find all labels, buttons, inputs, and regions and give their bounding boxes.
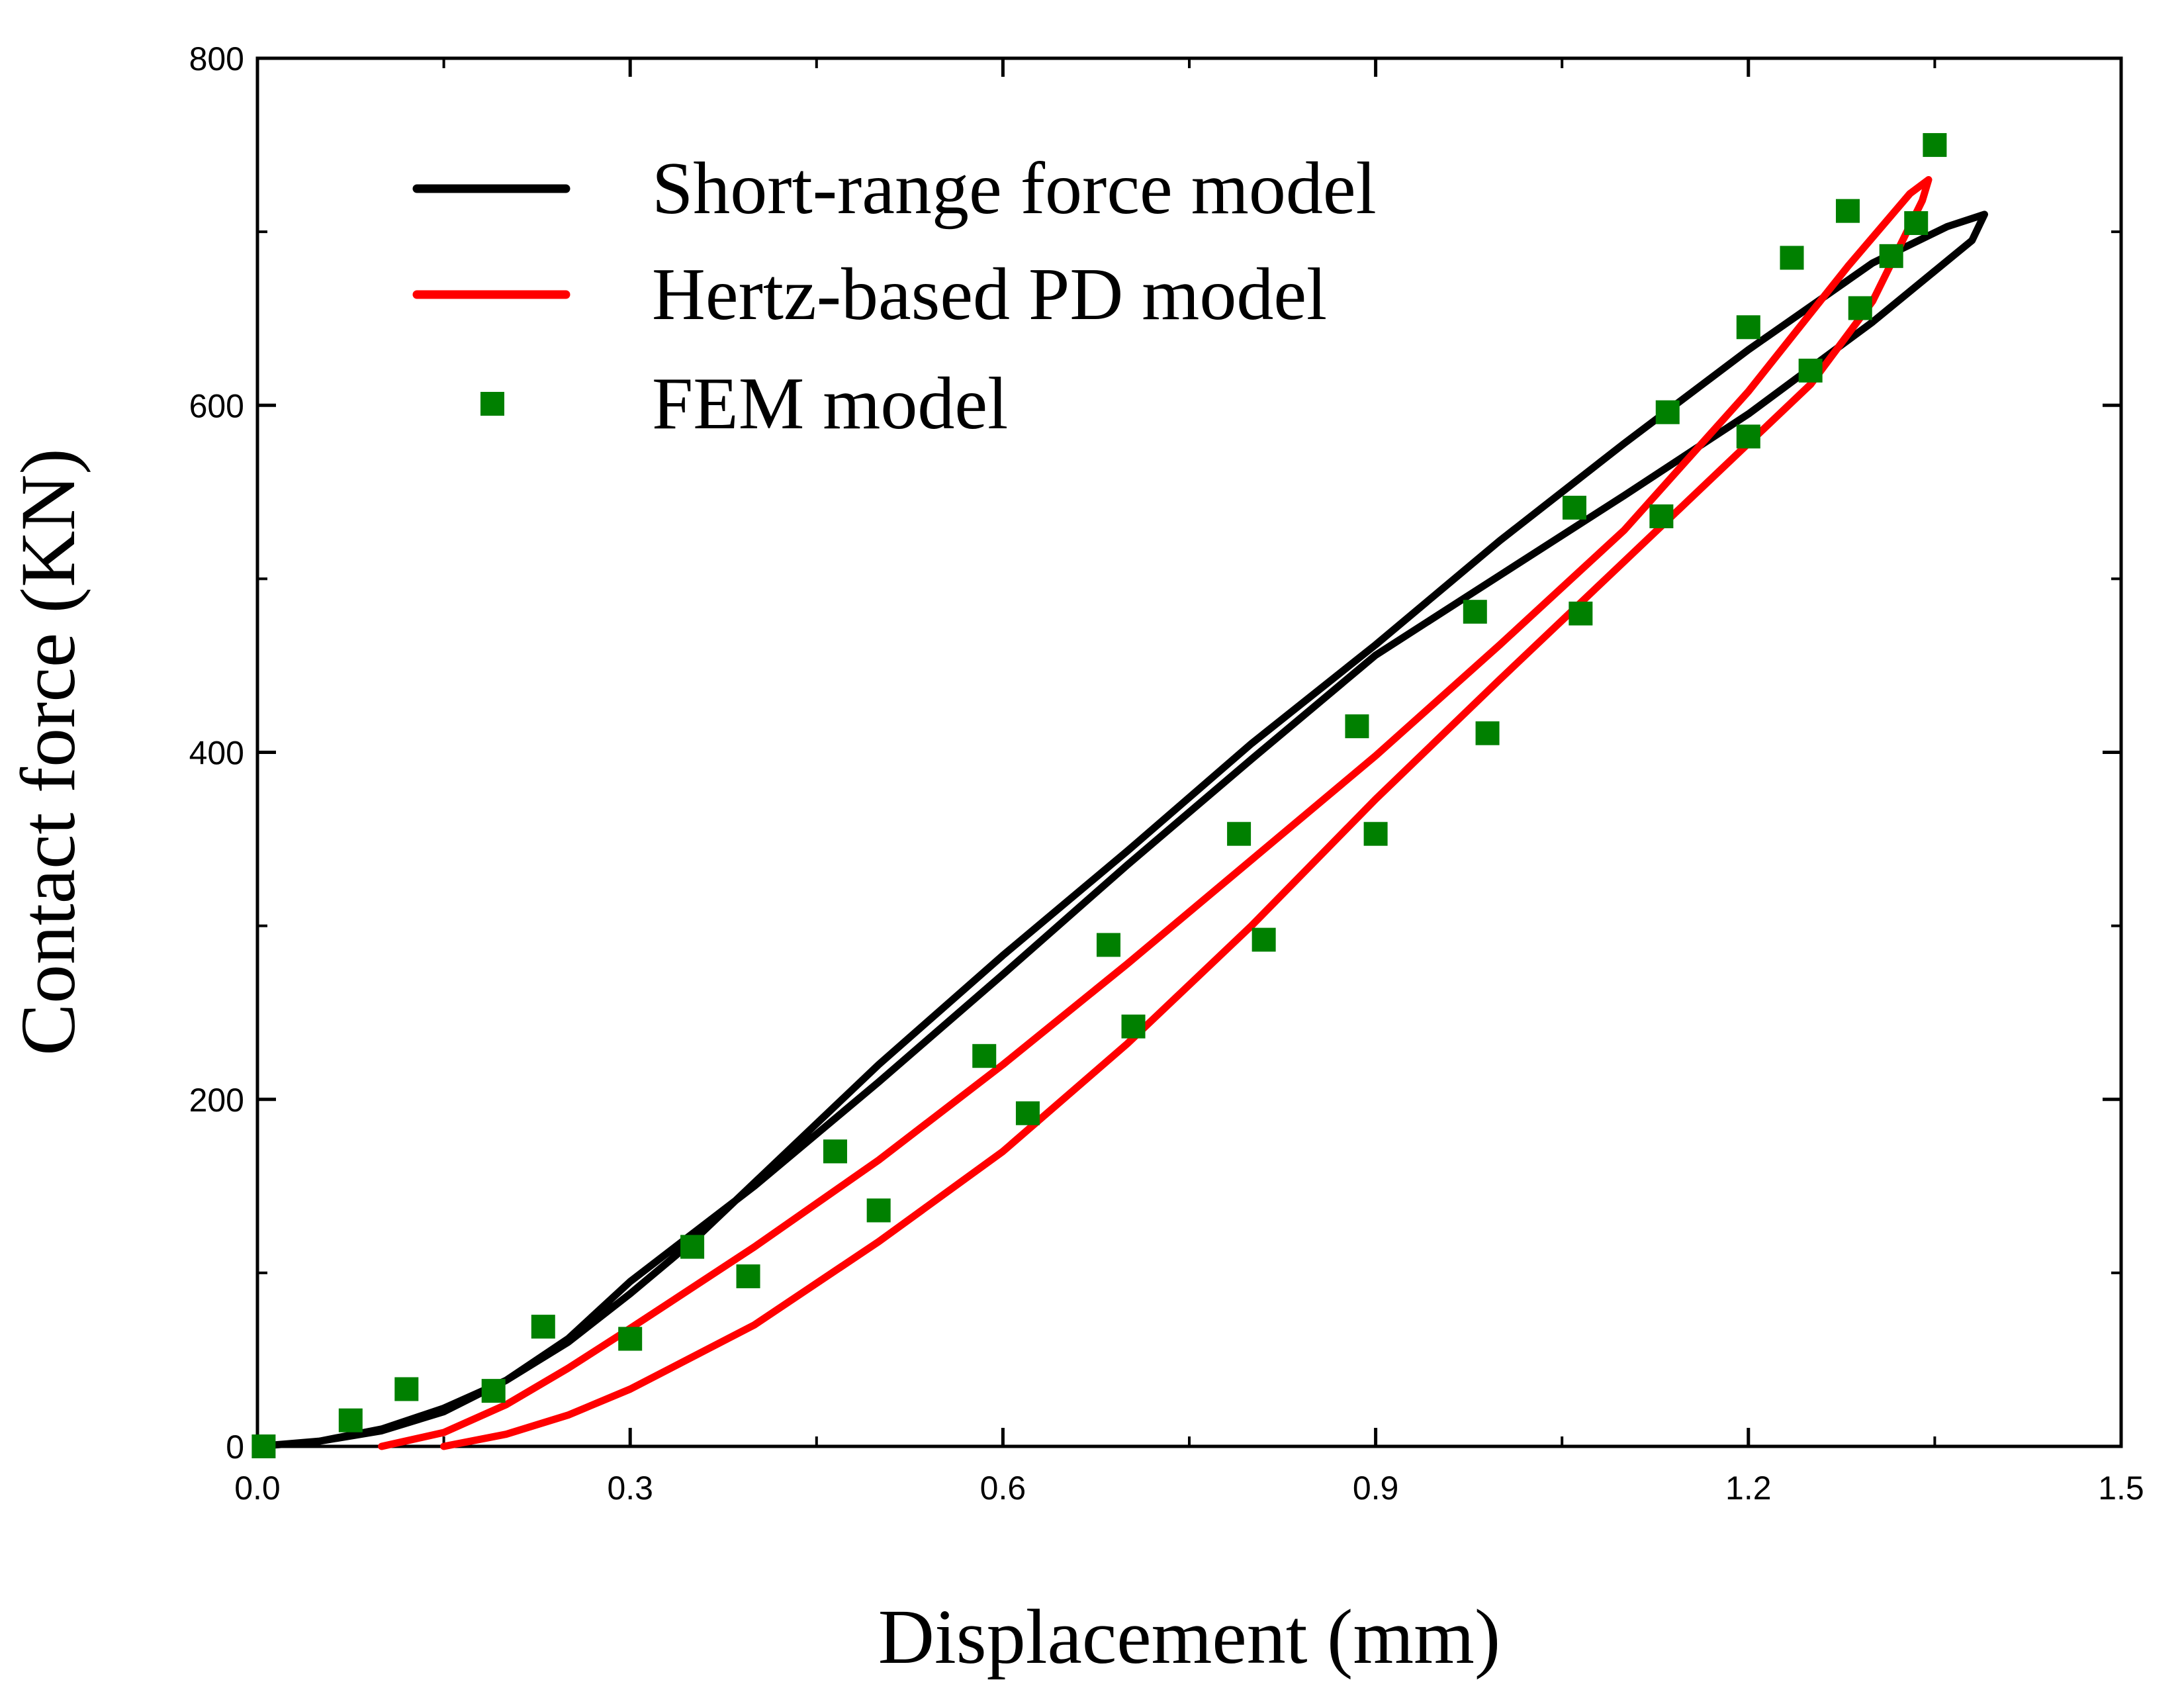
x-axis-title: Displacement (mm) (878, 1593, 1500, 1680)
fem-data-point (1345, 714, 1369, 739)
fem-data-point (1879, 244, 1903, 268)
fem-data-point (1736, 424, 1760, 449)
series-lines (253, 176, 1988, 1450)
y-axis-title: Contact force (KN) (5, 448, 91, 1055)
fem-data-point (1736, 315, 1760, 340)
fem-data-point (1251, 927, 1276, 952)
fem-data-point (618, 1327, 643, 1351)
x-tick-label: 0.3 (607, 1470, 653, 1507)
x-tick-label: 0.9 (1353, 1470, 1399, 1507)
fem-data-point (1923, 133, 1947, 158)
fem-data-point (1904, 211, 1929, 236)
series-points (251, 133, 1947, 1458)
fem-data-point (251, 1434, 276, 1458)
fem-data-point (1655, 400, 1680, 424)
fem-data-point (1096, 933, 1120, 957)
fem-data-point (823, 1139, 847, 1164)
axis-tick-labels: 0.0 0.3 0.6 0.9 1.2 1.5 0 200 400 600 800 (189, 40, 2144, 1507)
legend-label-1: Hertz-based PD model (652, 254, 1327, 336)
fem-data-point (736, 1264, 760, 1289)
fem-data-point (1463, 600, 1487, 624)
fem-data-point (1835, 199, 1860, 223)
y-tick-label: 800 (189, 40, 244, 77)
x-tick-label: 0.6 (980, 1470, 1026, 1507)
fem-data-point (1562, 495, 1586, 520)
x-tick-label: 1.2 (1725, 1470, 1772, 1507)
fem-data-point (680, 1235, 705, 1259)
x-tick-label: 1.5 (2098, 1470, 2144, 1507)
fem-data-point (1569, 601, 1593, 626)
fem-data-point (1475, 721, 1500, 745)
legend-label-0: Short-range force model (652, 148, 1377, 230)
legend: Short-range force model Hertz-based PD mo… (412, 148, 1377, 445)
fem-data-point (531, 1315, 555, 1339)
fem-data-point (1848, 296, 1872, 320)
fem-data-point (394, 1377, 419, 1401)
fem-data-point (1015, 1101, 1040, 1125)
legend-label-2: FEM model (652, 363, 1008, 445)
y-tick-label: 400 (189, 735, 244, 772)
y-tick-label: 600 (189, 387, 244, 424)
fem-data-point (1227, 821, 1251, 846)
series-line-0 (253, 211, 1988, 1450)
fem-data-point (1363, 821, 1388, 846)
fem-data-point (1798, 358, 1823, 383)
x-tick-label: 0.0 (234, 1470, 281, 1507)
fem-data-point (1780, 246, 1804, 270)
axis-ticks (255, 56, 2123, 1448)
fem-data-point (866, 1198, 891, 1223)
fem-data-point (481, 1379, 506, 1403)
series-line-1 (378, 176, 1933, 1450)
legend-marker-2 (480, 392, 504, 416)
fem-data-point (972, 1044, 997, 1068)
fem-data-point (1121, 1014, 1146, 1039)
fem-data-point (338, 1408, 363, 1432)
y-tick-label: 200 (189, 1082, 244, 1119)
y-tick-label: 0 (226, 1429, 244, 1466)
fem-data-point (1649, 504, 1674, 529)
